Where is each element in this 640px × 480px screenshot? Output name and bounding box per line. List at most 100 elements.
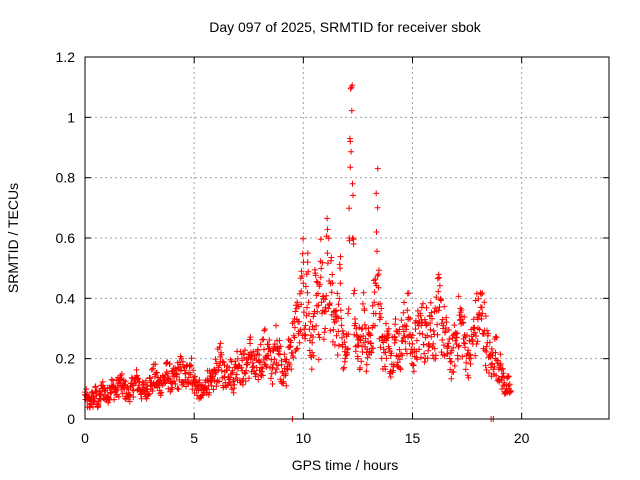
data-point	[218, 367, 225, 374]
data-point	[402, 346, 409, 353]
data-point	[83, 386, 90, 393]
data-point	[312, 272, 319, 279]
data-point	[400, 309, 407, 316]
data-point	[348, 148, 355, 155]
data-point	[247, 349, 254, 356]
data-point	[334, 290, 341, 297]
data-point	[355, 342, 362, 349]
data-point	[467, 351, 474, 358]
data-point	[234, 355, 241, 362]
data-point	[400, 328, 407, 335]
x-tick-label: 20	[514, 430, 530, 446]
data-point	[138, 388, 145, 395]
data-point	[186, 361, 193, 368]
data-point	[423, 321, 430, 328]
data-point	[350, 290, 357, 297]
data-point	[313, 322, 320, 329]
data-point	[376, 310, 383, 317]
data-point	[292, 308, 299, 315]
data-point	[448, 358, 455, 365]
data-point	[221, 373, 228, 380]
data-point	[350, 192, 356, 199]
data-point	[325, 305, 332, 312]
data-point	[403, 323, 410, 330]
y-axis-label: SRMTID / TECUs	[5, 183, 21, 293]
data-point	[336, 295, 343, 302]
data-point	[140, 381, 147, 388]
data-point	[474, 338, 481, 345]
data-point	[322, 296, 329, 303]
data-point	[396, 326, 403, 333]
data-point	[463, 359, 470, 366]
data-point	[259, 365, 266, 372]
data-point	[233, 371, 240, 378]
data-point	[467, 360, 474, 367]
data-point	[408, 334, 415, 341]
data-point	[367, 332, 374, 339]
data-point	[486, 370, 492, 376]
data-point	[302, 283, 309, 290]
data-point	[453, 334, 460, 341]
data-point	[238, 364, 245, 371]
data-point	[333, 332, 340, 339]
data-point	[401, 332, 408, 339]
data-point	[418, 354, 424, 361]
data-point	[430, 340, 437, 347]
data-point	[424, 355, 431, 362]
data-point	[357, 364, 364, 371]
data-point	[257, 341, 264, 348]
data-point	[242, 378, 249, 385]
data-point	[286, 344, 293, 351]
data-point	[175, 386, 182, 393]
data-point	[293, 316, 300, 323]
data-point	[204, 376, 211, 383]
data-point	[461, 340, 468, 347]
data-point	[220, 359, 227, 366]
data-point	[351, 287, 358, 294]
data-point	[320, 336, 327, 343]
data-point	[290, 354, 297, 361]
data-point	[412, 326, 419, 333]
data-point	[237, 348, 244, 355]
data-point	[434, 275, 441, 282]
data-point	[433, 294, 440, 301]
data-point	[116, 379, 123, 386]
data-point	[173, 373, 180, 380]
data-point	[499, 373, 505, 380]
data-point	[501, 379, 508, 386]
data-point	[458, 307, 465, 313]
data-point	[304, 259, 311, 266]
data-point	[119, 390, 126, 397]
x-tick-label: 5	[190, 430, 198, 446]
data-point	[313, 292, 320, 299]
data-point	[440, 342, 447, 349]
data-point	[261, 327, 268, 334]
data-point	[134, 376, 141, 383]
data-point	[151, 373, 158, 380]
data-point	[363, 368, 370, 375]
data-point	[358, 326, 365, 333]
data-point	[399, 352, 406, 359]
data-point	[464, 332, 470, 339]
data-point	[283, 382, 290, 389]
data-point	[299, 250, 306, 257]
data-point	[293, 346, 300, 353]
data-point	[329, 280, 336, 286]
data-point	[495, 357, 501, 364]
data-point	[291, 324, 298, 331]
data-point	[278, 361, 285, 368]
data-point	[92, 383, 99, 390]
data-point	[249, 359, 256, 366]
data-point	[419, 331, 426, 338]
data-point	[375, 271, 382, 278]
data-point	[383, 320, 389, 327]
data-point	[328, 289, 335, 296]
data-point	[188, 362, 195, 369]
data-point	[460, 320, 467, 326]
data-point	[422, 334, 429, 341]
x-tick-label: 0	[81, 430, 89, 446]
data-point	[370, 277, 377, 284]
data-point	[404, 307, 411, 314]
data-point	[226, 364, 233, 371]
data-point	[302, 331, 309, 338]
